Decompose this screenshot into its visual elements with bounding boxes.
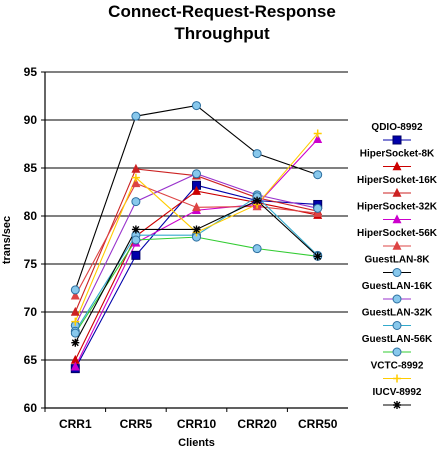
data-point-guestlan-16k <box>131 197 141 207</box>
legend-marker-guestlan-32k <box>392 321 402 330</box>
legend: QDIO-8992 HiperSocket-8K HiperSocket-16K Hi… <box>357 122 438 409</box>
y-tick-label: 60 <box>24 401 38 415</box>
grid-lines <box>45 71 348 361</box>
series-line-iucv-8992 <box>74 199 319 343</box>
data-point-hipersocket-32k <box>70 361 80 371</box>
data-point-vctc-8992 <box>71 317 80 326</box>
legend-marker-guestlan-8k <box>392 268 402 277</box>
legend-label: GuestLAN-32K <box>362 308 433 319</box>
y-tick-label: 95 <box>24 65 38 79</box>
data-point-guestlan-8k <box>131 111 141 121</box>
series-markers <box>70 101 323 374</box>
legend-marker-hipersocket-8k <box>392 161 402 171</box>
legend-label: VCTC-8992 <box>371 361 424 372</box>
data-point-guestlan-8k <box>192 101 201 111</box>
x-tick-label: CRR20 <box>237 417 277 431</box>
legend-marker-guestlan-16k <box>392 294 402 304</box>
data-point-guestlan-16k <box>313 203 323 213</box>
x-tick-label: CRR1 <box>59 417 92 431</box>
data-point-qdio-8992 <box>131 250 141 260</box>
data-point-hipersocket-32k <box>313 134 323 143</box>
legend-marker-hipersocket-16k <box>392 187 402 197</box>
data-point-guestlan-8k <box>313 170 323 180</box>
legend-label: GuestLAN-56K <box>362 334 433 345</box>
axes: 60 65 70 75 80 85 90 95 CRR1 CRR5 CRR10 CRR20 CRR50 C… <box>1 65 348 449</box>
data-point-guestlan-8k <box>70 285 80 295</box>
y-tick-label: 65 <box>24 353 38 367</box>
legend-marker-iucv-8992 <box>393 401 401 409</box>
data-point-vctc-8992 <box>313 129 322 138</box>
y-tick-label: 85 <box>24 161 38 175</box>
legend-label: GuestLAN-16K <box>362 281 433 292</box>
data-point-hipersocket-56k <box>131 178 141 188</box>
data-point-guestlan-56k <box>252 244 262 254</box>
data-point-guestlan-8k <box>252 149 262 159</box>
data-point-guestlan-56k <box>131 235 141 245</box>
data-point-iucv-8992 <box>131 225 140 234</box>
x-tick-label: CRR5 <box>120 417 153 431</box>
series-line-guestlan-16k <box>74 173 318 326</box>
data-point-iucv-8992 <box>71 338 80 347</box>
data-point-guestlan-56k <box>70 328 80 338</box>
data-point-hipersocket-16k <box>131 163 141 173</box>
legend-label: QDIO-8992 <box>371 122 423 133</box>
data-point-guestlan-16k <box>192 169 201 179</box>
data-point-hipersocket-16k <box>70 306 80 316</box>
legend-marker-hipersocket-56k <box>392 240 402 250</box>
x-axis-label: Clients <box>178 437 215 449</box>
x-tick-label: CRR50 <box>298 417 338 431</box>
legend-marker-qdio-8992 <box>392 135 402 145</box>
data-point-hipersocket-56k <box>192 202 201 212</box>
data-point-vctc-8992 <box>131 173 140 182</box>
y-tick-label: 70 <box>24 305 38 319</box>
chart-title-line: Connect-Request-Response <box>108 2 336 21</box>
y-tick-label: 75 <box>24 257 38 271</box>
data-point-hipersocket-56k <box>70 290 80 300</box>
legend-marker-guestlan-56k <box>392 347 402 357</box>
chart-title-line: Throughput <box>174 24 270 43</box>
legend-label: HiperSocket-32K <box>357 202 438 213</box>
legend-label: GuestLAN-8K <box>364 255 430 266</box>
series-line-guestlan-8k <box>74 105 318 291</box>
data-point-hipersocket-8k <box>192 185 201 195</box>
legend-label: HiperSocket-56K <box>357 228 438 239</box>
data-point-iucv-8992 <box>192 225 201 234</box>
y-axis-label: trans/sec <box>1 216 13 264</box>
legend-marker-vctc-8992 <box>393 374 401 383</box>
legend-label: HiperSocket-8K <box>360 149 435 160</box>
legend-label: IUCV-8992 <box>373 387 422 398</box>
x-tick-label: CRR10 <box>177 417 217 431</box>
chart-title: Connect-Request-Response Throughput <box>108 2 336 43</box>
data-point-iucv-8992 <box>313 252 322 261</box>
data-point-iucv-8992 <box>253 196 262 205</box>
y-tick-label: 90 <box>24 113 38 127</box>
legend-label: HiperSocket-16K <box>357 175 438 186</box>
legend-marker-hipersocket-32k <box>392 214 402 224</box>
y-tick-label: 80 <box>24 209 38 223</box>
